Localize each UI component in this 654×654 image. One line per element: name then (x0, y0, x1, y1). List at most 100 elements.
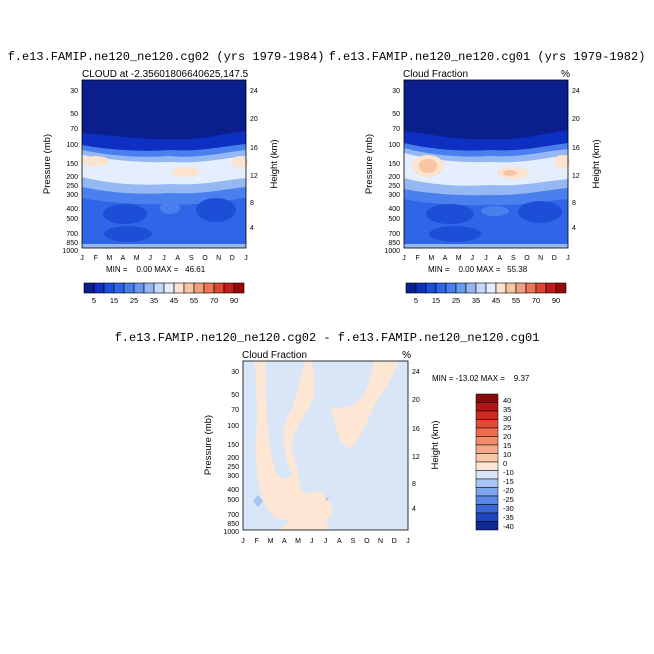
panel-3-xtick-oct: O (364, 538, 370, 545)
panel-3-cb-label-35: 35 (503, 405, 511, 414)
panel-2-xtick-nov: N (538, 255, 543, 262)
panel-2-y2tick-12: 12 (572, 173, 580, 180)
cb2-box-14 (545, 282, 557, 294)
panel-2-xtick-jan: J (402, 255, 406, 262)
panel-3-cb-label-30: 30 (503, 414, 511, 423)
cb3-box-9 (475, 470, 499, 480)
panel-1-y2-ticks: 24 20 16 12 8 4 (250, 88, 258, 232)
panel-1-ytick-700: 700 (66, 231, 78, 238)
panel-1-ytick-250: 250 (66, 183, 78, 190)
panel-2-cb-label-25: 25 (452, 296, 460, 305)
panel-2-xtick-jul: J (484, 255, 488, 262)
panel-1-xtick-sep: S (189, 255, 194, 262)
panel-1-plot (81, 79, 248, 249)
panel-2-ytick-300: 300 (388, 192, 400, 199)
cb3-box-12 (475, 495, 499, 505)
cb2-box-11 (515, 282, 527, 294)
panel-2-ytick-100: 100 (388, 142, 400, 149)
panel-3-ytick-100: 100 (227, 423, 239, 430)
panel-1-xtick-feb: F (94, 255, 98, 262)
panel-3: f.e13.FAMIP.ne120_ne120.cg02 - f.e13.FAM… (115, 331, 540, 545)
panel-1-ytick-1000: 1000 (62, 248, 78, 255)
panel-2-cb-label-90: 90 (552, 296, 560, 305)
cb2-box-8 (485, 282, 497, 294)
cb1-box-1 (93, 282, 105, 294)
panel-2-xtick-mar: M (428, 255, 434, 262)
panel-1-y2tick-20: 20 (250, 116, 258, 123)
panel-2-subtitle-right: % (561, 69, 570, 80)
cb3-box-1 (475, 402, 499, 412)
panel-1-stats: MIN = 0.00 MAX = 46.61 (106, 265, 206, 274)
panel-2-y2tick-20: 20 (572, 116, 580, 123)
panel-3-xtick-apr: A (282, 538, 287, 545)
panel-2-subtitle-left: Cloud Fraction (403, 69, 468, 80)
cb2-box-3 (435, 282, 447, 294)
cb1-box-0 (83, 282, 95, 294)
cb2-box-7 (475, 282, 487, 294)
panel-2-xtick-feb: F (416, 255, 420, 262)
cb1-box-9 (173, 282, 185, 294)
panel-1-y-ticks: 30 50 70 100 150 200 250 300 400 500 700… (62, 88, 78, 255)
panel-1-xtick-oct: O (202, 255, 208, 262)
cb1-box-14 (223, 282, 235, 294)
panel-2-xtick-may: M (456, 255, 462, 262)
panel-1-y2tick-24: 24 (250, 88, 258, 95)
panel-3-xtick-jun: J (310, 538, 314, 545)
panel-2-y2-ticks: 24 20 16 12 8 4 (572, 88, 580, 232)
panel-2-ytick-70: 70 (392, 126, 400, 133)
panel-2-xtick-aug: A (497, 255, 502, 262)
panel-3-ytick-700: 700 (227, 512, 239, 519)
cb1-box-12 (203, 282, 215, 294)
panel-3-y2tick-12: 12 (412, 454, 420, 461)
panel-1-xtick-mar: M (106, 255, 112, 262)
panel-2-ytick-200: 200 (388, 174, 400, 181)
panel-1-ytick-100: 100 (66, 142, 78, 149)
cb1-box-11 (193, 282, 205, 294)
cb1-box-13 (213, 282, 225, 294)
panel-2-y-ticks: 30 50 70 100 150 200 250 300 400 500 700… (384, 88, 400, 255)
panel-3-xtick-feb: F (255, 538, 259, 545)
panel-2-cb-label-15: 15 (432, 296, 440, 305)
cb2-box-0 (405, 282, 417, 294)
panel-3-cb-label-m15: -15 (503, 477, 514, 486)
panel-3-cb-label-m35: -35 (503, 513, 514, 522)
panel-2-stats: MIN = 0.00 MAX = 55.38 (428, 265, 528, 274)
panel-3-title: f.e13.FAMIP.ne120_ne120.cg02 - f.e13.FAM… (115, 331, 540, 345)
panel-3-cb-label-25: 25 (503, 423, 511, 432)
cb1-box-4 (123, 282, 135, 294)
panel-1-cb-label-15: 15 (110, 296, 118, 305)
panel-3-xtick-sep: S (351, 538, 356, 545)
panel-1: f.e13.FAMIP.ne120_ne120.cg02 (yrs 1979-1… (8, 50, 325, 305)
panel-1-xtick-jul: J (162, 255, 166, 262)
panel-1-ytick-30: 30 (70, 88, 78, 95)
panel-2-xtick-jan-end: J (566, 255, 570, 262)
panel-3-cb-label-m10: -10 (503, 468, 514, 477)
panel-3-plot (242, 360, 409, 531)
panel-1-ylabel: Pressure (mb) (42, 134, 53, 194)
panel-3-ytick-70: 70 (231, 407, 239, 414)
panel-1-ytick-200: 200 (66, 174, 78, 181)
panel-1-y2tick-12: 12 (250, 173, 258, 180)
cb1-box-5 (133, 282, 145, 294)
panel-2-x-ticks: J F M A M J J A S O N D J (402, 255, 570, 262)
panel-3-xtick-aug: A (337, 538, 342, 545)
panel-2-xtick-sep: S (511, 255, 516, 262)
panel-2-y2tick-8: 8 (572, 200, 576, 207)
panel-2-ytick-50: 50 (392, 111, 400, 118)
panel-2: f.e13.FAMIP.ne120_ne120.cg01 (yrs 1979-1… (329, 50, 646, 305)
panel-1-ytick-850: 850 (66, 240, 78, 247)
cb3-box-4 (475, 427, 499, 437)
panel-2-ytick-850: 850 (388, 240, 400, 247)
panel-1-xtick-apr: A (121, 255, 126, 262)
panel-3-xtick-mar: M (268, 538, 274, 545)
cb2-box-12 (525, 282, 537, 294)
panel-2-y2tick-16: 16 (572, 145, 580, 152)
panel-1-cb-label-5: 5 (92, 296, 96, 305)
panel-3-ylabel: Pressure (mb) (203, 415, 214, 475)
panel-1-subtitle-left: CLOUD at -2.35601806640625,147.5 (82, 69, 249, 80)
panel-2-plot (403, 79, 570, 249)
panel-2-y2label: Height (km) (591, 139, 602, 188)
panel-1-y2tick-8: 8 (250, 200, 254, 207)
cb1-box-6 (143, 282, 155, 294)
panel-3-y2tick-20: 20 (412, 397, 420, 404)
